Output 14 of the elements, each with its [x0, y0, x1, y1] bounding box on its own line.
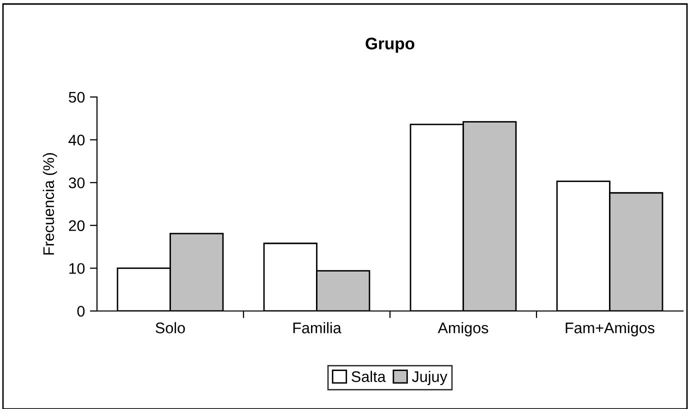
x-tick-label: Fam+Amigos	[566, 322, 654, 336]
chart-title: Grupo	[366, 38, 414, 53]
legend-label: Salta	[352, 370, 386, 382]
x-tick-label: Amigos	[438, 322, 488, 336]
y-tick-label: 20	[68, 220, 85, 232]
y-tick-label: 50	[68, 92, 85, 103]
legend-label: Jujuy	[412, 370, 448, 386]
y-tick-label: 10	[69, 263, 85, 274]
y-axis-title: Frecuencia (%)	[42, 153, 58, 255]
x-tick-label: Familia	[293, 322, 342, 334]
y-tick-label: 0	[77, 306, 85, 317]
y-tick-label: 40	[68, 134, 85, 146]
y-tick-label: 30	[68, 177, 85, 188]
x-tick-label: Solo	[156, 322, 185, 334]
